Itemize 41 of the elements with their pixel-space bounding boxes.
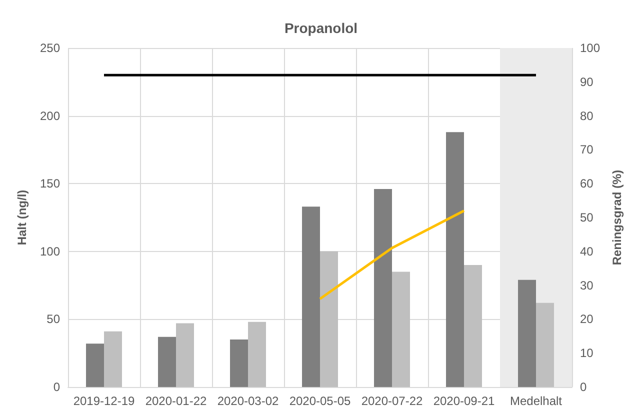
y2-tick-label: 30 (580, 278, 594, 292)
bar (176, 323, 194, 387)
y2-tick-label: 50 (580, 210, 594, 224)
bar (302, 206, 320, 387)
y-tick-label: 200 (40, 108, 60, 123)
y2-axis-title: Reningsgrad (%) (610, 170, 624, 266)
bar (320, 251, 338, 387)
bar (536, 302, 554, 387)
y-tick-label: 100 (40, 244, 60, 258)
y-tick-label: 250 (40, 41, 60, 55)
y2-tick-label: 70 (580, 142, 594, 157)
y-tick-label: 150 (40, 176, 60, 191)
y2-tick-label: 60 (580, 176, 594, 191)
bar (518, 280, 536, 387)
y2-tick-label: 80 (580, 108, 594, 123)
y2-tick-label: 90 (580, 74, 594, 89)
x-tick-label: 2020-01-22 (145, 394, 208, 408)
bar (464, 264, 482, 387)
bar (446, 132, 464, 387)
y2-tick-label: 20 (580, 312, 594, 326)
x-tick-label: 2019-12-19 (73, 394, 136, 408)
bar (230, 340, 248, 387)
y-axis-title: Halt (ng/l) (15, 190, 29, 246)
y2-tick-label: 40 (580, 244, 594, 258)
y2-tick-label: 10 (580, 346, 594, 360)
y2-tick-label: 0 (580, 380, 587, 394)
x-tick-label: 2020-05-05 (289, 394, 352, 408)
bar (392, 272, 410, 387)
bar (104, 331, 122, 387)
y-tick-label: 0 (53, 380, 60, 394)
x-tick-label: Medelhalt (510, 394, 563, 408)
x-tick-label: 2020-09-21 (433, 394, 496, 408)
chart-title: Propanolol (284, 20, 358, 36)
bar (86, 344, 104, 387)
x-tick-label: 2020-03-02 (217, 394, 280, 408)
y-tick-label: 50 (46, 312, 60, 326)
x-tick-label: 2020-07-22 (361, 394, 424, 408)
bar (374, 189, 392, 387)
bar (248, 322, 266, 387)
y2-tick-label: 100 (580, 41, 600, 55)
bar (158, 336, 176, 387)
